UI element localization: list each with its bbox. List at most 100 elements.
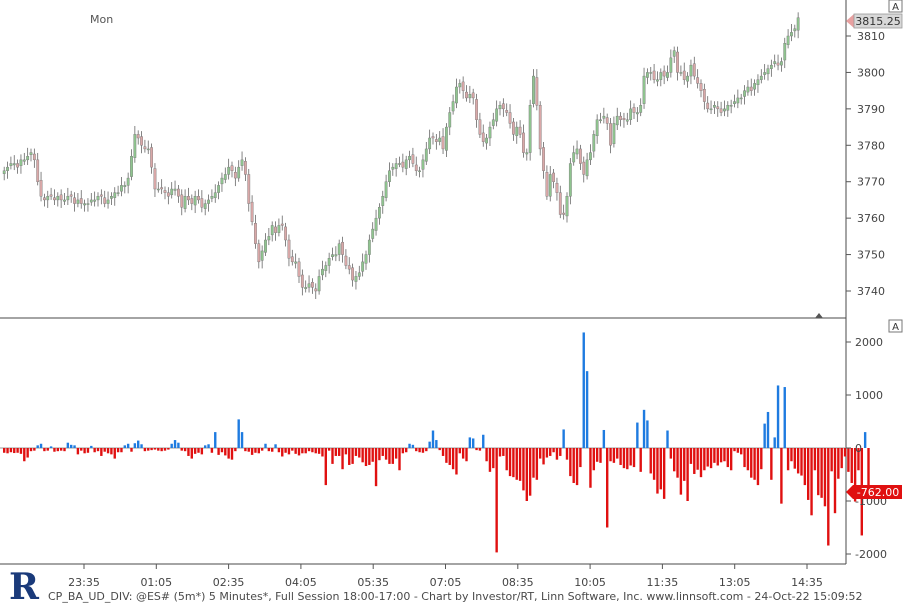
price-scale-button[interactable]: A [888, 0, 903, 13]
candle-21 [73, 192, 76, 212]
indicator-bar-117 [394, 448, 398, 459]
time-tick-label-2: 02:35 [213, 576, 245, 589]
indicator-bar-91 [307, 448, 311, 452]
candle-0 [2, 166, 6, 181]
candle-181 [609, 117, 612, 154]
indicator-bar-136 [458, 448, 461, 454]
panel-resize-marker[interactable] [815, 313, 823, 318]
indicator-tick-label-4: 2000 [855, 336, 883, 349]
price-tick-label-2: 3760 [857, 212, 885, 225]
candle-195 [656, 71, 659, 87]
indicator-bar-257 [863, 432, 867, 448]
indicator-bar-86 [291, 448, 294, 451]
indicator-bar-26 [90, 445, 93, 448]
candle-134 [451, 94, 455, 115]
candle-103 [347, 257, 351, 275]
indicator-bar-158 [532, 448, 535, 478]
candle-106 [357, 265, 361, 281]
candle-61 [207, 194, 210, 212]
candle-65 [220, 172, 224, 192]
candle-226 [759, 69, 763, 84]
indicator-bar-178 [599, 448, 602, 463]
candle-141 [475, 93, 478, 128]
indicator-bar-133 [448, 448, 451, 465]
indicator-bar-232 [780, 448, 783, 504]
indicator-bar-58 [197, 448, 200, 453]
indicator-bar-241 [810, 448, 813, 516]
candle-28 [96, 192, 100, 207]
candle-232 [780, 57, 783, 72]
indicator-bar-101 [341, 448, 344, 470]
candle-217 [729, 99, 733, 114]
indicator-bar-142 [478, 448, 482, 451]
indicator-bar-47 [160, 448, 163, 452]
candle-6 [22, 152, 26, 165]
indicator-bar-247 [830, 448, 833, 472]
indicator-bar-212 [713, 448, 716, 463]
indicator-bar-198 [666, 430, 669, 448]
indicator-bar-37 [126, 443, 130, 448]
indicator-tick-label-3: 1000 [855, 389, 883, 402]
indicator-bar-56 [190, 448, 193, 459]
candle-170 [572, 145, 576, 166]
candle-66 [223, 167, 227, 184]
candle-19 [66, 187, 70, 206]
candle-97 [327, 252, 331, 274]
price-tick-label-4: 3780 [857, 139, 885, 152]
candle-117 [394, 158, 398, 177]
candle-185 [622, 112, 626, 128]
candle-112 [378, 203, 381, 225]
candle-160 [538, 101, 542, 156]
indicator-bar-18 [63, 448, 66, 452]
indicator-bar-173 [582, 332, 585, 448]
time-tick-label-9: 13:05 [719, 576, 751, 589]
indicator-bar-48 [163, 448, 167, 451]
indicator-bar-79 [267, 448, 271, 452]
indicator-bar-153 [515, 448, 518, 480]
indicator-bar-87 [294, 448, 297, 454]
indicator-bar-42 [143, 448, 147, 452]
indicator-bar-9 [33, 448, 36, 451]
candle-41 [140, 131, 143, 154]
candle-162 [545, 165, 549, 200]
indicator-bar-236 [793, 448, 796, 469]
candle-161 [542, 142, 545, 179]
indicator-bar-201 [676, 448, 679, 478]
candle-64 [217, 181, 220, 200]
candle-74 [250, 195, 254, 226]
candle-207 [696, 69, 700, 89]
indicator-bar-162 [545, 448, 549, 458]
svg-text:A: A [892, 322, 899, 333]
indicator-bar-244 [820, 448, 823, 498]
indicator-bar-50 [170, 443, 173, 448]
candle-35 [120, 176, 123, 197]
candle-113 [381, 190, 385, 214]
candle-26 [89, 193, 93, 206]
candle-87 [294, 253, 298, 269]
indicator-bar-206 [693, 448, 696, 474]
indicator-bar-119 [401, 448, 405, 454]
candle-153 [515, 121, 519, 144]
candle-58 [197, 189, 200, 204]
candle-92 [311, 278, 314, 294]
indicator-bar-254 [853, 448, 857, 502]
candle-177 [595, 114, 599, 144]
indicator-bar-199 [669, 448, 673, 459]
indicator-bar-5 [19, 448, 23, 454]
indicator-bar-230 [773, 437, 776, 448]
candle-199 [669, 49, 673, 78]
candle-83 [280, 215, 284, 231]
indicator-bar-99 [334, 448, 338, 456]
indicator-bar-258 [867, 448, 870, 489]
candle-60 [203, 199, 207, 216]
candle-192 [646, 68, 649, 85]
candle-154 [518, 120, 522, 138]
indicator-bar-205 [689, 448, 693, 464]
candle-220 [739, 93, 743, 105]
indicator-bar-219 [736, 448, 740, 453]
time-tick-label-1: 01:05 [140, 576, 172, 589]
indicator-scale-button[interactable]: A [888, 319, 903, 333]
indicator-bar-129 [435, 440, 438, 448]
indicator-bar-107 [361, 448, 364, 463]
indicator-bar-115 [388, 448, 391, 464]
